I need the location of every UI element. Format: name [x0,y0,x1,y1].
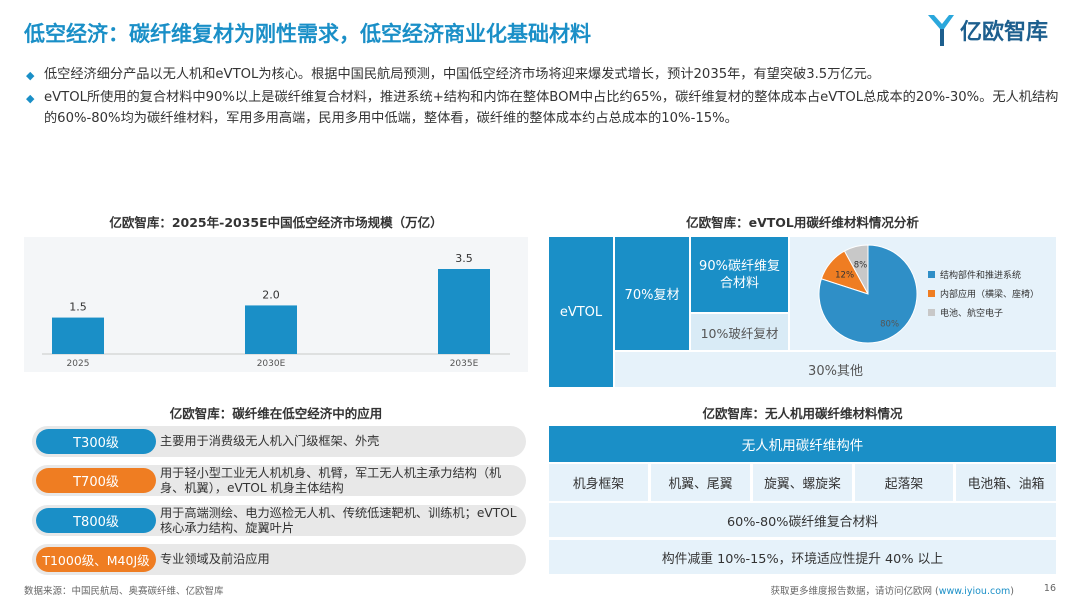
legend-item: 内部应用（横梁、座椅） [928,287,1039,300]
logo-mark-icon [926,12,956,48]
bullet-item: ◆ 低空经济细分产品以无人机和eVTOL为核心。根据中国民航局预测，中国低空经济… [26,64,1066,86]
cta-end: ) [1010,586,1014,597]
grade-badge: T800级 [36,508,156,533]
legend-label: 电池、航空电子 [940,309,1004,319]
page-title: 低空经济：碳纤维复材为刚性需求，低空经济商业化基础材料 [24,22,591,46]
uav-part-cell: 起落架 [855,464,953,501]
uav-part-cell: 机身框架 [549,464,648,501]
application-text: 用于轻小型工业无人机机身、机臂，军工无人机主承力结构（机身、机翼），eVTOL … [160,465,502,495]
grade-badge: T700级 [36,468,156,493]
application-row: T300级 主要用于消费级无人机入门级框架、外壳 [32,426,526,457]
market-chart: 1.5 2025 2.0 2030E 3.5 2035E [24,237,528,372]
pie-panel: 8% 12% 80% [790,237,1056,350]
bullet-text: 低空经济细分产品以无人机和eVTOL为核心。根据中国民航局预测，中国低空经济市场… [44,67,880,82]
uav-part-cell: 旋翼、螺旋桨 [753,464,852,501]
footer-cta: 获取更多维度报告数据，请访问亿欧网 (www.iyiou.com) [771,583,1014,597]
composite-pie-chart: 8%12% 80% [818,244,918,344]
website-link[interactable]: www.iyiou.com [938,586,1011,597]
legend-label: 结构部件和推进系统 [940,271,1022,281]
applications-title: 亿欧智库：碳纤维在低空经济中的应用 [169,406,383,421]
pie-slice-label: 8% [854,261,868,271]
composite-block: 70%复材 [615,237,689,350]
application-row: T700级 用于轻小型工业无人机机身、机臂，军工无人机主承力结构（机身、机翼），… [32,465,526,496]
uav-material-row: 60%-80%碳纤维复合材料 [549,503,1056,537]
application-row: T800级 用于高端测绘、电力巡检无人机、传统低速靶机、训练机；eVTOL 核心… [32,505,526,536]
glass-fiber-block: 10%玻纤复材 [691,314,788,350]
x-tick-label: 2030E [257,359,286,369]
bullet-text: eVTOL所使用的复合材料中90%以上是碳纤维复合材料，推进系统+结构和内饰在整… [44,90,1059,126]
bar-value-label: 3.5 [455,252,473,265]
diamond-bullet-icon: ◆ [26,92,35,105]
legend-item: 电池、航空电子 [928,306,1039,319]
application-text: 专业领域及前沿应用 [160,552,270,566]
diamond-bullet-icon: ◆ [26,69,35,82]
other-block: 30%其他 [615,352,1056,387]
market-bar-chart: 1.5 2025 2.0 2030E 3.5 2035E [42,252,510,369]
legend-swatch [928,309,935,316]
uav-part-cell: 电池箱、油箱 [956,464,1056,501]
bar [438,269,490,354]
logo-text: 亿欧智库 [959,20,1048,45]
x-tick-label: 2025 [67,359,90,369]
bullet-item: ◆ eVTOL所使用的复合材料中90%以上是碳纤维复合材料，推进系统+结构和内饰… [26,87,1066,129]
bar-value-label: 2.0 [262,288,280,301]
uav-table-header: 无人机用碳纤维构件 [549,426,1056,462]
pie-slice [818,244,918,344]
application-row: T1000级、M40J级 专业领域及前沿应用 [32,544,526,575]
pie-slice-label: 80% [880,320,899,330]
uav-title: 亿欧智库：无人机用碳纤维材料情况 [702,406,903,421]
pie-slice-label: 12% [835,271,854,281]
uav-benefit-row: 构件减重 10%-15%，环境适应性提升 40% 以上 [549,540,1056,574]
brand-logo: 亿欧智库 [926,12,1048,48]
cta-text: 获取更多维度报告数据，请访问亿欧网 ( [770,586,939,597]
grade-badge: T1000级、M40J级 [36,547,156,572]
evtol-title: 亿欧智库：eVTOL用碳纤维材料情况分析 [686,215,919,230]
bar [52,317,104,354]
bar [245,305,297,354]
summary-bullets: ◆ 低空经济细分产品以无人机和eVTOL为核心。根据中国民航局预测，中国低空经济… [26,64,1066,130]
application-text: 主要用于消费级无人机入门级框架、外壳 [160,434,380,448]
x-tick-label: 2035E [450,359,479,369]
legend-label: 内部应用（横梁、座椅） [940,290,1040,300]
bar-value-label: 1.5 [69,301,87,314]
pie-legend: 结构部件和推进系统 内部应用（横梁、座椅） 电池、航空电子 [928,268,1039,325]
legend-swatch [928,271,935,278]
evtol-block: eVTOL [549,237,613,387]
data-source: 数据来源：中国民航局、奥赛碳纤维、亿欧智库 [24,586,224,597]
market-chart-title: 亿欧智库：2025年-2035E中国低空经济市场规模（万亿） [109,215,443,230]
grade-badge: T300级 [36,429,156,454]
legend-item: 结构部件和推进系统 [928,268,1039,281]
page-number: 16 [1043,583,1056,594]
uav-part-cell: 机翼、尾翼 [651,464,750,501]
legend-swatch [928,290,935,297]
carbon-fiber-block: 90%碳纤维复合材料 [691,237,788,312]
application-text: 用于高端测绘、电力巡检无人机、传统低速靶机、训练机；eVTOL 核心承力结构、旋… [160,505,517,535]
